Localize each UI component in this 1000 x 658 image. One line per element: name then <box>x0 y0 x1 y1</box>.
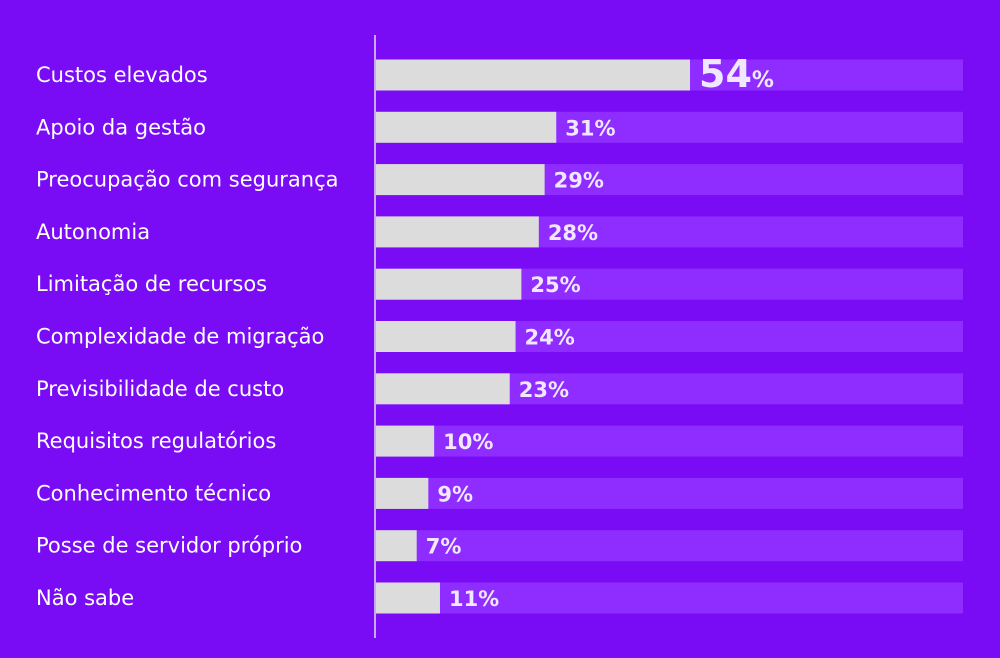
value-label: 24% <box>525 326 575 350</box>
bar-track <box>376 425 963 457</box>
bar <box>376 216 539 248</box>
value-label: 11% <box>449 587 499 611</box>
bar <box>376 59 690 91</box>
value-label: 31% <box>565 116 615 140</box>
category-label: Complexidade de migração <box>36 325 324 349</box>
category-label: Posse de servidor próprio <box>36 534 302 558</box>
value-label: 7% <box>426 535 462 559</box>
category-label: Limitação de recursos <box>36 272 267 296</box>
value-label: 29% <box>554 169 604 193</box>
value-label: 28% <box>548 221 598 245</box>
value-label: 9% <box>437 482 473 506</box>
bar <box>376 268 522 300</box>
bar <box>376 425 435 457</box>
bar-track <box>376 530 963 562</box>
bar <box>376 164 545 196</box>
bar-track <box>376 477 963 509</box>
category-label: Preocupação com segurança <box>36 168 338 192</box>
category-label: Autonomia <box>36 220 150 244</box>
category-label: Apoio da gestão <box>36 115 206 139</box>
category-label: Previsibilidade de custo <box>36 377 284 401</box>
category-label: Conhecimento técnico <box>36 481 271 505</box>
bar <box>376 582 440 614</box>
value-label: 25% <box>530 273 580 297</box>
category-label: Não sabe <box>36 586 134 610</box>
bar <box>376 477 429 509</box>
value-label: 10% <box>443 430 493 454</box>
bar-track <box>376 582 963 614</box>
bars-layer: Custos elevados 54% Apoio da gestão 31% Preo… <box>36 52 963 614</box>
category-label: Custos elevados <box>36 63 208 87</box>
bar <box>376 373 510 405</box>
value-label: 23% <box>519 378 569 402</box>
value-label: 54% <box>699 52 774 96</box>
category-label: Requisitos regulatórios <box>36 429 276 453</box>
bar <box>376 530 417 562</box>
bar <box>376 111 557 143</box>
bar <box>376 321 516 352</box>
